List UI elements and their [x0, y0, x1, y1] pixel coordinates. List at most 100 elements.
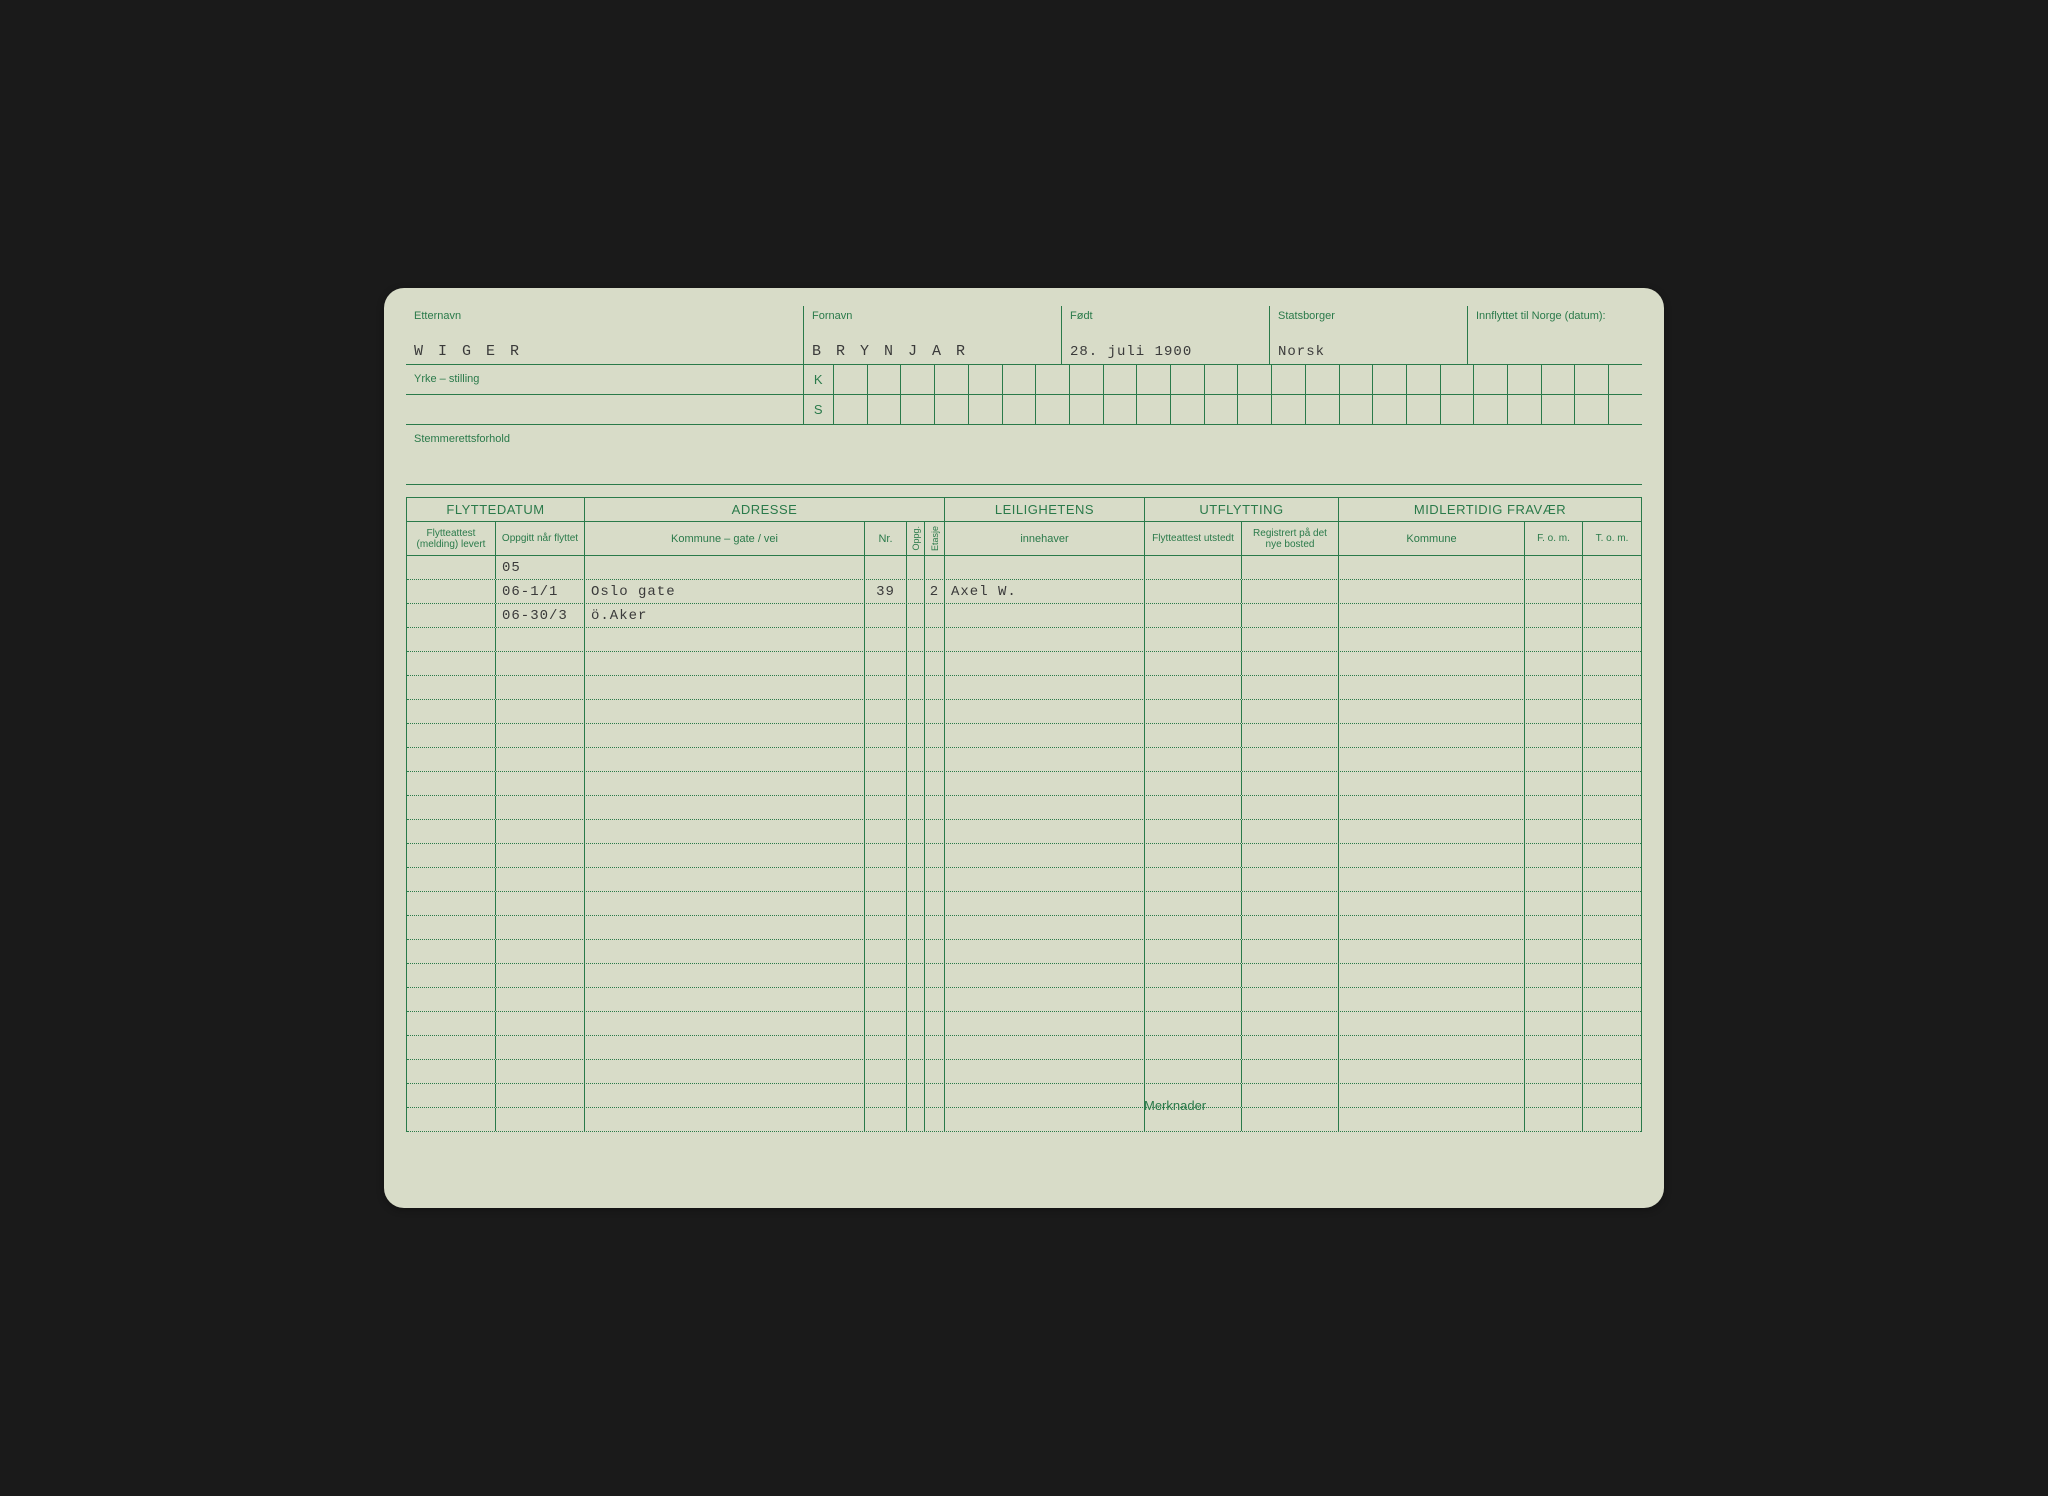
hdr-fom: F. o. m.: [1525, 522, 1583, 555]
cell-innehaver: [945, 796, 1145, 819]
grid-cell: [1036, 365, 1070, 394]
cell-oppg: [907, 700, 925, 723]
cell-fom: [1525, 988, 1583, 1011]
cell-mkommune: [1339, 676, 1525, 699]
grid-cell: [935, 365, 969, 394]
cell-tom: [1583, 652, 1641, 675]
cell-tom: [1583, 916, 1641, 939]
cell-etasje: [925, 772, 945, 795]
stemme-label: Stemmerettsforhold: [414, 433, 510, 445]
cell-innehaver: [945, 724, 1145, 747]
cell-utstedt: [1145, 916, 1242, 939]
cell-innehaver: [945, 916, 1145, 939]
cell-nr: [865, 676, 907, 699]
grid-cell: [868, 395, 902, 424]
grid-cell: [935, 395, 969, 424]
cell-innehaver: [945, 1084, 1145, 1107]
cell-registrert: [1242, 772, 1339, 795]
cell-utstedt: [1145, 988, 1242, 1011]
cell-kommune: [585, 796, 865, 819]
table-row: [407, 940, 1641, 964]
cell-mkommune: [1339, 772, 1525, 795]
cell-utstedt: [1145, 628, 1242, 651]
merknader-label: Merknader: [1144, 1098, 1206, 1113]
table-row: [407, 724, 1641, 748]
cell-innehaver: [945, 1012, 1145, 1035]
cell-fom: [1525, 1108, 1583, 1131]
cell-registrert: [1242, 844, 1339, 867]
cell-mkommune: [1339, 916, 1525, 939]
cell-kommune: [585, 988, 865, 1011]
grid-cell: [1609, 395, 1642, 424]
cell-oppg: [907, 868, 925, 891]
table-header-row2: Flytteattest (melding) levert Oppgitt nå…: [407, 522, 1641, 556]
cell-flytteattest: [407, 964, 496, 987]
cell-flytteattest: [407, 940, 496, 963]
cell-nr: [865, 940, 907, 963]
cell-fom: [1525, 700, 1583, 723]
table-row: [407, 796, 1641, 820]
cell-etasje: [925, 1108, 945, 1131]
grid-cell: [1474, 395, 1508, 424]
cell-utstedt: [1145, 844, 1242, 867]
grid-cell: [1575, 365, 1609, 394]
cell-oppgitt: [496, 1012, 585, 1035]
yrke-row-s: S: [406, 394, 1642, 424]
cell-mkommune: [1339, 628, 1525, 651]
hdr-registrert-text: Registrert på det nye bosted: [1246, 528, 1334, 550]
fornavn-cell: Fornavn B R Y N J A R: [804, 306, 1062, 364]
cell-mkommune: [1339, 604, 1525, 627]
cell-value: 05: [502, 560, 521, 576]
cell-oppgitt: [496, 1108, 585, 1131]
cell-flytteattest: [407, 1108, 496, 1131]
cell-innehaver: [945, 868, 1145, 891]
cell-oppgitt: 06-30/3: [496, 604, 585, 627]
cell-nr: [865, 964, 907, 987]
cell-etasje: [925, 892, 945, 915]
s-label: S: [814, 402, 823, 417]
cell-innehaver: [945, 1060, 1145, 1083]
cell-fom: [1525, 772, 1583, 795]
cell-value: 06-1/1: [502, 584, 558, 600]
header-row-1: Etternavn W I G E R Fornavn B R Y N J A …: [406, 306, 1642, 364]
cell-registrert: [1242, 1012, 1339, 1035]
cell-fom: [1525, 892, 1583, 915]
cell-kommune: [585, 772, 865, 795]
cell-innehaver: Axel W.: [945, 580, 1145, 603]
cell-flytteattest: [407, 700, 496, 723]
hdr-flyttedatum: FLYTTEDATUM: [407, 498, 585, 521]
cell-oppg: [907, 556, 925, 579]
cell-nr: [865, 556, 907, 579]
cell-oppgitt: [496, 940, 585, 963]
fodt-label: Født: [1070, 310, 1261, 322]
cell-oppg: [907, 940, 925, 963]
table-row: [407, 1036, 1641, 1060]
grid-cell: [1407, 395, 1441, 424]
cell-etasje: [925, 1012, 945, 1035]
cell-etasje: [925, 1060, 945, 1083]
grid-cell: [868, 365, 902, 394]
cell-tom: [1583, 892, 1641, 915]
grid-cell: [1542, 395, 1576, 424]
cell-oppg: [907, 628, 925, 651]
cell-mkommune: [1339, 820, 1525, 843]
hdr-flytteattest-text: Flytteattest (melding) levert: [411, 528, 491, 550]
hdr-midlertidig-text: MIDLERTIDIG FRAVÆR: [1414, 502, 1566, 517]
header-section: Etternavn W I G E R Fornavn B R Y N J A …: [406, 306, 1642, 485]
k-label: K: [814, 372, 823, 387]
cell-utstedt: [1145, 868, 1242, 891]
cell-utstedt: [1145, 676, 1242, 699]
cell-nr: [865, 652, 907, 675]
cell-kommune: [585, 700, 865, 723]
cell-flytteattest: [407, 1012, 496, 1035]
cell-nr: [865, 1108, 907, 1131]
cell-tom: [1583, 820, 1641, 843]
grid-cell: [1542, 365, 1576, 394]
cell-fom: [1525, 676, 1583, 699]
cell-flytteattest: [407, 772, 496, 795]
cell-mkommune: [1339, 796, 1525, 819]
cell-nr: [865, 1012, 907, 1035]
cell-flytteattest: [407, 676, 496, 699]
cell-nr: [865, 796, 907, 819]
cell-oppg: [907, 1012, 925, 1035]
